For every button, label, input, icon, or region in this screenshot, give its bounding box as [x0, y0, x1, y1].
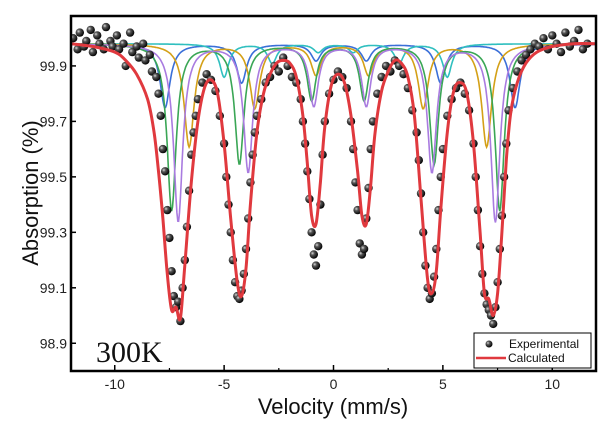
experimental-point [158, 144, 168, 154]
y-tick-label: 99.9 [40, 58, 67, 74]
experimental-point [134, 53, 143, 62]
experimental-point [112, 31, 122, 40]
experimental-point [274, 67, 283, 76]
component-curve-2 [71, 43, 596, 79]
legend-marker-experimental [485, 340, 493, 348]
experimental-point [125, 28, 135, 37]
component-curve-3 [71, 43, 596, 150]
experimental-point [561, 28, 570, 37]
y-axis-ticks: 98.9 99.1 99.3 99.5 99.7 99.9 [40, 58, 76, 351]
legend-box [473, 332, 592, 369]
experimental-point [75, 28, 85, 37]
experimental-point [160, 167, 170, 176]
fit-components [71, 43, 596, 223]
temperature-annotation: 300K [96, 336, 163, 369]
calculated-curve [71, 42, 596, 322]
experimental-point [539, 34, 548, 43]
experimental-point [556, 47, 566, 57]
experimental-point [574, 25, 583, 35]
experimental-point [88, 47, 98, 57]
y-tick-label: 99.5 [40, 169, 67, 185]
x-tick-label: 0 [330, 376, 338, 392]
experimental-point [165, 233, 174, 243]
experimental-point [93, 31, 102, 40]
x-axis-title: Velocity (mm/s) [258, 394, 408, 419]
calculated-curve-group [71, 42, 596, 322]
experimental-point [108, 42, 117, 51]
experimental-point [167, 267, 176, 276]
y-axis-title: Absorption (%) [18, 120, 43, 266]
experimental-point [163, 205, 172, 215]
legend-label-calculated: Calculated [508, 351, 565, 365]
y-tick-label: 99.1 [40, 280, 67, 296]
x-tick-label: -10 [105, 376, 125, 392]
experimental-point [119, 39, 128, 48]
experimental-point [587, 0, 595, 4]
x-tick-label: 5 [439, 376, 447, 392]
y-tick-label: 98.9 [40, 335, 67, 351]
experimental-point [73, 45, 82, 54]
component-curve-4 [71, 43, 596, 212]
experimental-point [174, 297, 183, 306]
experimental-point [311, 261, 321, 270]
experimental-point [132, 42, 141, 51]
experimental-point [156, 111, 165, 121]
legend: Experimental Calculated [473, 332, 592, 369]
experimental-point [152, 72, 161, 82]
experimental-point [154, 89, 163, 98]
experimental-point [86, 25, 95, 35]
legend-label-experimental: Experimental [509, 337, 579, 351]
y-tick-label: 99.7 [40, 113, 67, 129]
experimental-point [71, 34, 78, 43]
experimental-point [101, 22, 111, 32]
x-tick-label: 10 [544, 376, 560, 392]
experimental-point [359, 244, 369, 254]
experimental-point [145, 50, 154, 59]
experimental-point [139, 39, 148, 48]
experimental-point [548, 31, 557, 40]
experimental-point [309, 250, 318, 259]
experimental-point [307, 228, 316, 237]
experimental-point [489, 319, 498, 329]
experimental-point [82, 36, 91, 46]
y-tick-label: 99.3 [40, 224, 67, 240]
x-axis-ticks: -10 -5 0 5 10 [105, 365, 560, 392]
x-tick-label: -5 [218, 376, 231, 392]
component-curve-5 [71, 43, 596, 223]
experimental-point [314, 242, 323, 251]
